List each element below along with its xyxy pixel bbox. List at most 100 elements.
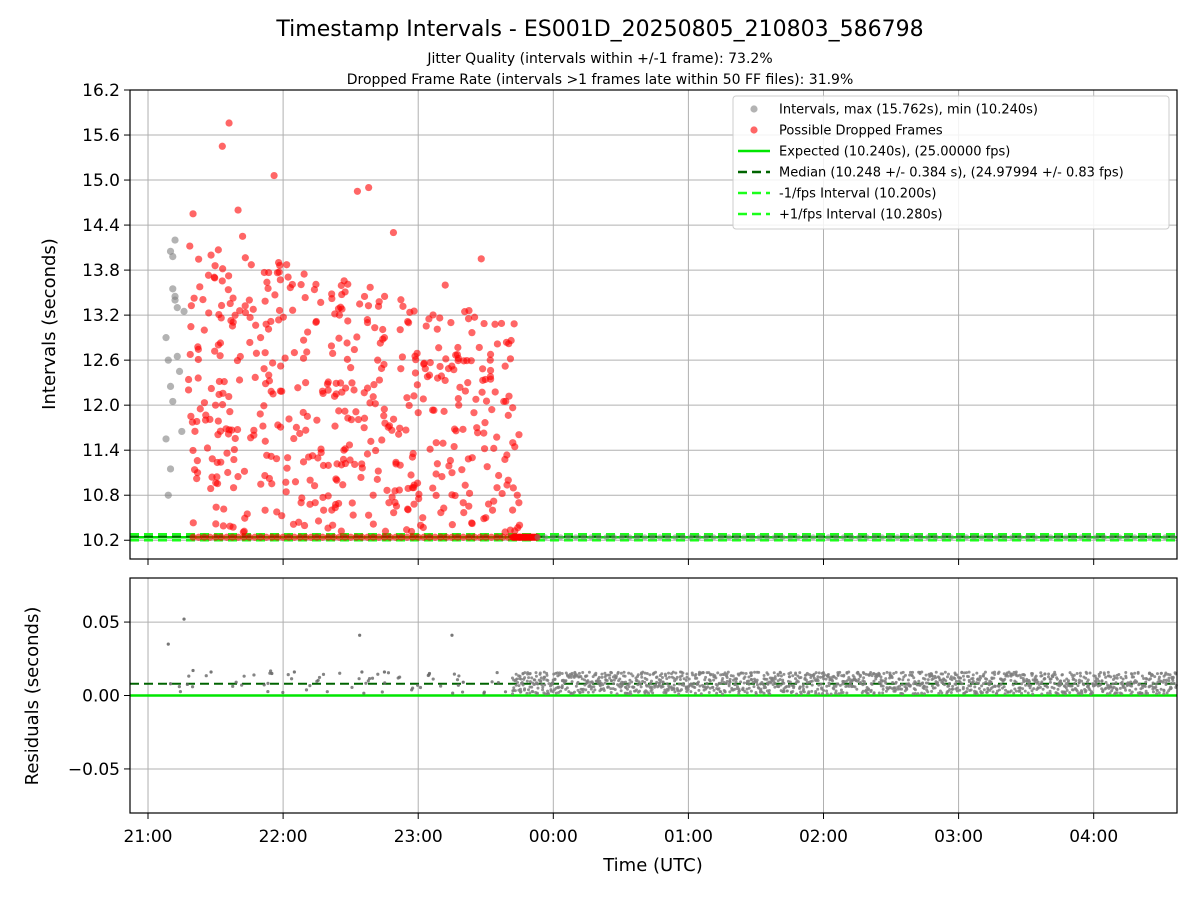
residual-point [1157,677,1161,681]
dropped-frame-point [501,455,509,464]
dropped-frame-point [411,369,420,377]
dropped-frame-point [450,442,458,451]
residual-point [667,675,671,679]
residual-point [518,674,522,678]
residual-point [861,689,865,693]
residual-point [810,683,814,687]
residual-point [583,683,587,687]
dropped-frame-point [324,461,332,469]
residual-point [672,687,676,691]
interval-point [166,465,175,473]
residual-point [643,671,647,675]
residual-point [922,692,926,696]
residual-point [900,683,904,687]
dropped-frame-point [224,286,232,294]
residual-point [804,678,808,682]
residual-point [286,673,290,677]
residual-point [772,671,776,675]
residual-point [728,690,732,694]
residual-point [411,686,415,690]
dropped-frame-point [301,293,309,302]
residual-point [765,677,769,681]
residual-point [913,688,917,692]
dropped-frame-point [432,470,440,478]
dropped-frame-point [218,401,227,409]
residual-point [816,679,820,683]
dropped-frame-point [194,374,202,382]
dropped-frame-point [502,338,511,346]
residual-point [1078,691,1082,695]
residual-point [554,691,558,695]
residual-point [574,684,578,688]
dropped-frame-point [270,171,278,180]
residual-point [930,689,934,693]
dropped-frame-point [246,313,254,322]
interval-point [955,534,962,541]
residual-point [1169,686,1173,690]
residual-point [733,683,737,687]
residual-point [1039,671,1043,675]
residual-point [1130,684,1134,688]
residual-point [837,692,841,696]
residual-point [1036,680,1040,684]
dropped-frame-point [380,334,389,342]
dropped-frame-point [515,431,523,439]
x-tick-label: 03:00 [934,827,983,847]
residual-point [852,675,856,679]
residual-point [973,685,977,689]
interval-point [1055,534,1062,541]
dropped-frame-point [269,359,277,367]
residual-point [827,681,831,685]
residual-point [1115,691,1119,695]
dropped-frame-point [283,261,291,269]
dropped-frame-point [187,302,195,310]
residual-point [911,670,915,674]
dropped-frame-point [410,392,418,400]
dropped-frame-point [314,454,322,462]
residual-point [619,689,623,693]
dropped-frame-point [276,276,284,284]
dropped-frame-point [445,462,453,470]
residual-point [685,690,689,694]
dropped-frame-point [313,416,321,424]
residuals-points [166,617,1178,696]
residual-point [262,683,266,687]
residual-point [1080,692,1084,696]
dropped-frame-point [461,387,470,395]
residual-point [791,689,795,693]
dropped-frame-point [344,280,352,288]
residual-point [744,671,748,675]
residual-point [785,684,789,688]
dropped-frame-point [439,439,447,447]
interval-point [595,534,602,541]
residual-point [950,678,954,682]
residual-point [794,677,798,681]
residual-point [1088,671,1092,675]
dropped-frame-point [268,533,276,541]
dropped-frame-point [491,388,499,396]
dropped-frame-point [450,366,458,374]
residual-point [719,681,723,685]
residual-point [725,676,729,680]
residual-point [231,684,235,688]
dropped-frame-point [370,381,378,389]
dropped-frame-point [304,328,312,336]
residual-point [530,685,534,689]
dropped-frame-point [435,344,443,352]
dropped-frame-point [454,356,462,365]
residual-point [773,685,777,689]
dropped-frame-point [331,422,339,430]
dropped-frame-point [493,433,501,441]
residual-point [645,678,649,682]
dropped-frame-point [354,415,363,424]
dropped-frame-point [420,533,428,541]
interval-point [894,534,901,541]
residual-point [979,676,983,680]
residual-point [816,675,820,679]
dropped-frame-point [314,517,323,525]
interval-point [634,534,641,541]
dropped-frame-point [272,455,281,463]
dropped-frame-point [302,533,310,541]
residual-point [960,682,964,686]
residual-point [747,686,751,690]
